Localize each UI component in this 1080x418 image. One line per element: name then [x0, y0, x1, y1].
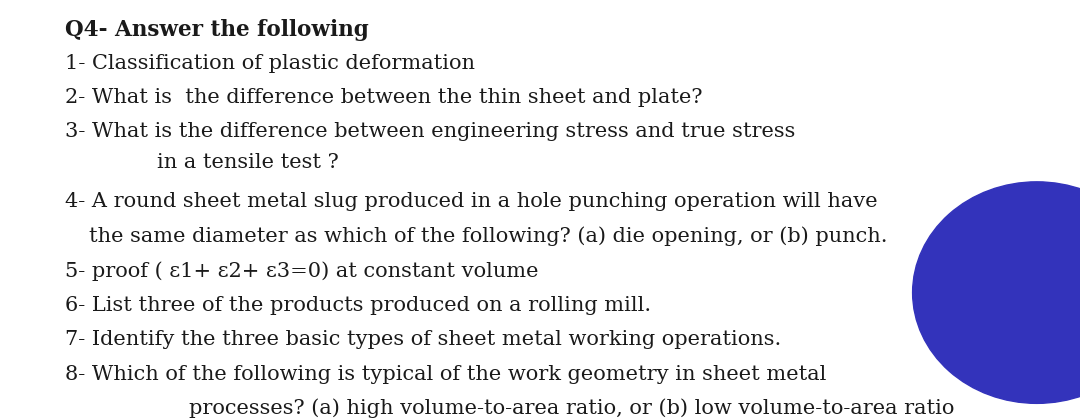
Text: Q4- Answer the following: Q4- Answer the following: [65, 19, 368, 41]
Text: 7- Identify the three basic types of sheet metal working operations.: 7- Identify the three basic types of she…: [65, 330, 781, 349]
Text: 3- What is the difference between engineering stress and true stress: 3- What is the difference between engine…: [65, 122, 795, 141]
Text: 5- proof ( ε1+ ε2+ ε3=0) at constant volume: 5- proof ( ε1+ ε2+ ε3=0) at constant vol…: [65, 261, 538, 280]
Text: 6- List three of the products produced on a rolling mill.: 6- List three of the products produced o…: [65, 296, 651, 314]
Ellipse shape: [913, 182, 1080, 403]
Text: 4- A round sheet metal slug produced in a hole punching operation will have: 4- A round sheet metal slug produced in …: [65, 192, 877, 211]
Text: the same diameter as which of the following? (a) die opening, or (b) punch.: the same diameter as which of the follow…: [89, 227, 887, 246]
Text: processes? (a) high volume-to-area ratio, or (b) low volume-to-area ratio: processes? (a) high volume-to-area ratio…: [189, 398, 955, 418]
Text: in a tensile test ?: in a tensile test ?: [157, 153, 338, 171]
Text: 1- Classification of plastic deformation: 1- Classification of plastic deformation: [65, 54, 475, 72]
Text: 8- Which of the following is typical of the work geometry in sheet metal: 8- Which of the following is typical of …: [65, 365, 826, 384]
Text: 2- What is  the difference between the thin sheet and plate?: 2- What is the difference between the th…: [65, 88, 702, 107]
